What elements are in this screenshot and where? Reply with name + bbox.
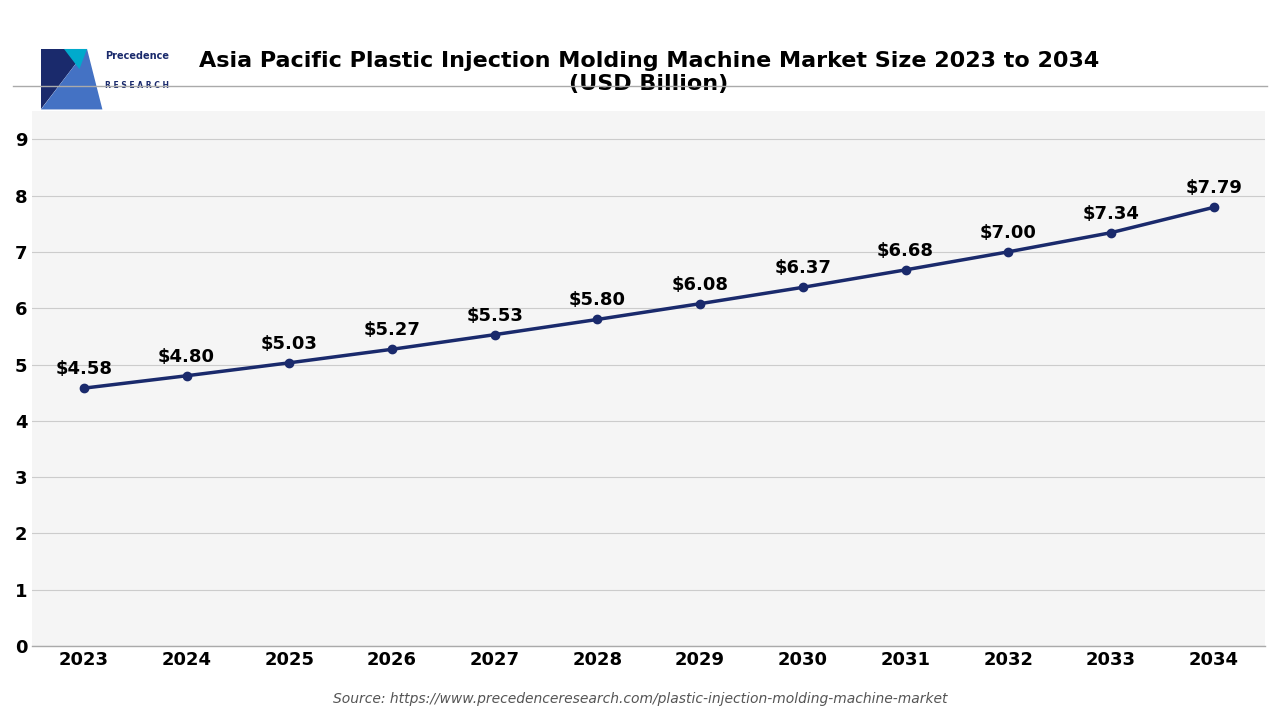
- Text: $5.80: $5.80: [568, 292, 626, 310]
- Polygon shape: [64, 49, 87, 69]
- Text: $5.53: $5.53: [466, 307, 524, 325]
- Text: $6.37: $6.37: [774, 259, 831, 277]
- Polygon shape: [41, 49, 87, 109]
- Title: Asia Pacific Plastic Injection Molding Machine Market Size 2023 to 2034
(USD Bil: Asia Pacific Plastic Injection Molding M…: [198, 51, 1098, 94]
- Text: $7.34: $7.34: [1083, 204, 1139, 222]
- Text: Source: https://www.precedenceresearch.com/plastic-injection-molding-machine-mar: Source: https://www.precedenceresearch.c…: [333, 692, 947, 706]
- Text: $5.27: $5.27: [364, 321, 420, 339]
- Text: $7.00: $7.00: [979, 224, 1037, 242]
- Text: Precedence: Precedence: [105, 51, 169, 61]
- Text: $6.68: $6.68: [877, 242, 934, 260]
- Text: R E S E A R C H: R E S E A R C H: [105, 81, 169, 90]
- Text: $7.79: $7.79: [1185, 179, 1242, 197]
- Text: $4.80: $4.80: [157, 348, 215, 366]
- Polygon shape: [41, 49, 102, 109]
- Text: $4.58: $4.58: [55, 360, 113, 378]
- Text: $5.03: $5.03: [261, 335, 317, 353]
- Text: $6.08: $6.08: [672, 276, 728, 294]
